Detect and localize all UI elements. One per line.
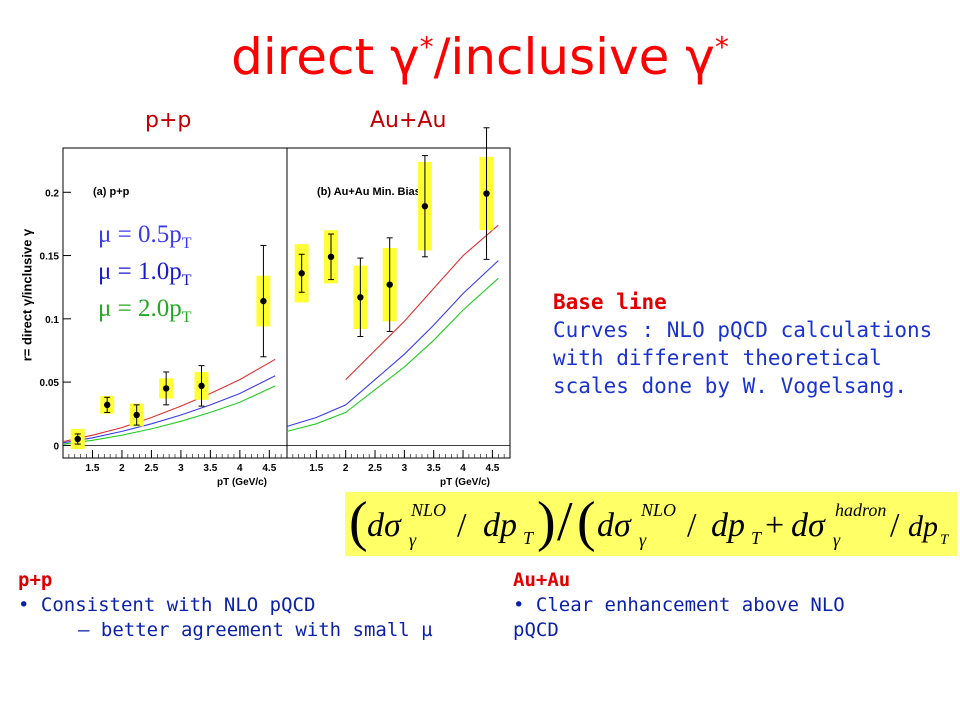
notes-pp-line1: • Consistent with NLO pQCD xyxy=(18,594,316,616)
formula-paren-3: ( xyxy=(577,492,596,553)
formula-box: ( dσ γ NLO / dp T ) / ( dσ γ NLO / dp T … xyxy=(345,491,957,556)
notes-pp-line2: – better agreement with small µ xyxy=(78,619,433,641)
data-point-pp-0 xyxy=(74,435,81,443)
x-tick-label-pp-6: 4.5 xyxy=(262,463,276,474)
legend-value-1: 1.0p xyxy=(138,258,182,285)
legend-sub-1: T xyxy=(181,272,192,289)
legend-value-0: 0.5p xyxy=(138,221,182,248)
y-tick-label-0: 0 xyxy=(53,441,59,452)
legend-text-0: μ = xyxy=(98,221,139,248)
formula-t-3: T xyxy=(940,532,950,548)
curve-pp-1 xyxy=(62,375,276,444)
formula-nlo-1: NLO xyxy=(410,500,446,520)
title-sup-1: * xyxy=(419,30,434,64)
legend-text-1: μ = xyxy=(98,258,139,285)
formula-slash-3: / xyxy=(890,507,900,544)
data-point-auau-3 xyxy=(386,281,393,288)
legend-entry-0: μ = 0.5pT xyxy=(98,221,192,253)
legend-entry-1: μ = 1.0pT xyxy=(98,258,192,290)
panel-label-pp: (a) p+p xyxy=(93,186,130,198)
data-point-pp-5 xyxy=(260,297,267,305)
formula-paren-2: ) xyxy=(537,492,556,553)
baseline-title: Base line xyxy=(553,290,667,314)
data-point-auau-0 xyxy=(298,270,305,277)
baseline-block: Base line Curves : NLO pQCD calculations… xyxy=(553,288,953,400)
formula-paren-1: ( xyxy=(349,492,368,553)
curve-auau-1 xyxy=(286,260,499,427)
formula-t-1: T xyxy=(523,528,535,548)
curve-pp-0 xyxy=(62,358,276,443)
x-tick-label-pp-5: 4 xyxy=(237,463,243,474)
formula-dp-2: dp xyxy=(711,507,745,544)
formula-t-2: T xyxy=(751,528,763,548)
data-point-auau-1 xyxy=(327,253,335,261)
formula-slash-2: / xyxy=(687,507,697,544)
data-point-pp-1 xyxy=(104,401,111,409)
formula-hadron: hadron xyxy=(835,500,886,520)
y-tick-label-4: 0.2 xyxy=(45,188,59,199)
notes-pp-head: p+p xyxy=(18,569,53,591)
x-tick-label-pp-1: 2 xyxy=(119,463,125,474)
title-part-direct: direct γ xyxy=(231,28,420,86)
legend-sub-2: T xyxy=(181,309,192,326)
slide-title: direct γ*/inclusive γ* xyxy=(0,28,960,86)
data-point-pp-2 xyxy=(133,411,140,419)
formula-dsigma-1: dσ xyxy=(367,507,402,544)
formula-plus: + xyxy=(765,507,784,544)
data-point-pp-4 xyxy=(198,382,205,390)
y-tick-label-1: 0.05 xyxy=(40,378,60,389)
formula-gamma-2: γ xyxy=(639,530,647,550)
legend-sub-0: T xyxy=(181,235,192,252)
y-tick-label-2: 0.1 xyxy=(45,315,59,326)
x-tick-label-pp-4: 3.5 xyxy=(203,463,217,474)
notes-auau: Au+Au • Clear enhancement above NLO pQCD xyxy=(513,568,953,643)
formula-gamma-1: γ xyxy=(409,530,417,550)
data-point-auau-5 xyxy=(483,190,490,197)
panel-heading-pp: p+p xyxy=(145,108,192,133)
x-tick-label-auau-2: 2.5 xyxy=(368,463,382,474)
notes-pp: p+p • Consistent with NLO pQCD – better … xyxy=(18,568,488,643)
formula-svg: ( dσ γ NLO / dp T ) / ( dσ γ NLO / dp T … xyxy=(349,491,950,553)
data-point-auau-2 xyxy=(357,294,364,301)
formula-slash-main: / xyxy=(557,492,573,553)
curve-auau-0 xyxy=(345,224,499,380)
formula-dp-3: dp xyxy=(908,510,938,543)
curve-auau-2 xyxy=(286,277,499,432)
x-axis-label-auau: pT (GeV/c) xyxy=(440,477,490,488)
x-tick-label-auau-0: 1.5 xyxy=(309,463,323,474)
formula-dsigma-2: dσ xyxy=(597,507,632,544)
notes-auau-head: Au+Au xyxy=(513,569,571,591)
legend-text-2: μ = xyxy=(98,295,139,322)
x-tick-label-auau-1: 2 xyxy=(343,463,349,474)
panel-label-auau: (b) Au+Au Min. Bias xyxy=(317,186,421,198)
title-sup-2: * xyxy=(714,30,729,64)
notes-auau-line1: • Clear enhancement above NLO xyxy=(513,594,845,616)
baseline-text: Curves : NLO pQCD calculations with diff… xyxy=(553,318,933,398)
curve-pp-2 xyxy=(62,385,276,445)
legend-value-2: 2.0p xyxy=(138,295,182,322)
formula-dsigma-3: dσ xyxy=(791,507,826,544)
formula-dp-1: dp xyxy=(483,507,517,544)
data-point-auau-4 xyxy=(421,203,429,210)
formula-gamma-3: γ xyxy=(833,530,841,550)
x-tick-label-pp-3: 3 xyxy=(178,463,184,474)
formula-nlo-2: NLO xyxy=(640,500,676,520)
legend-entry-2: μ = 2.0pT xyxy=(98,295,192,327)
y-tick-label-3: 0.15 xyxy=(40,252,60,263)
x-axis-label-pp: pT (GeV/c) xyxy=(217,477,267,488)
panel-heading-auau: Au+Au xyxy=(370,108,447,133)
x-tick-label-pp-2: 2.5 xyxy=(144,463,158,474)
x-tick-label-pp-0: 1.5 xyxy=(86,463,100,474)
formula-slash-1: / xyxy=(457,507,467,544)
notes-auau-line2: pQCD xyxy=(513,619,559,641)
data-point-pp-3 xyxy=(162,385,170,392)
title-part-inclusive: /inclusive γ xyxy=(433,28,715,86)
x-tick-label-auau-5: 4 xyxy=(460,463,466,474)
x-tick-label-auau-3: 3 xyxy=(402,463,408,474)
x-tick-label-auau-6: 4.5 xyxy=(485,463,499,474)
x-tick-label-auau-4: 3.5 xyxy=(427,463,441,474)
